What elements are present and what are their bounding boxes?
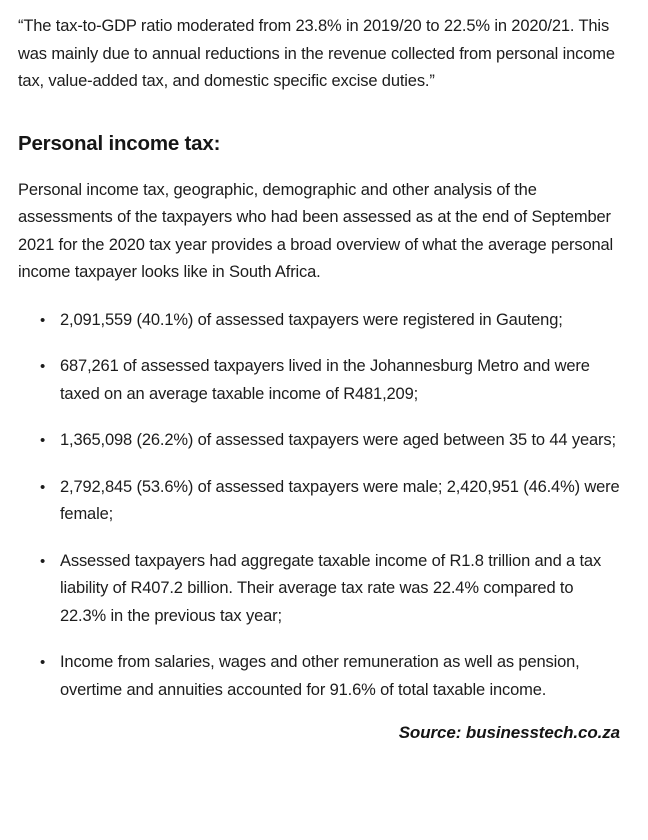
- list-item: • Income from salaries, wages and other …: [40, 649, 620, 704]
- list-item: • Assessed taxpayers had aggregate taxab…: [40, 548, 620, 631]
- bullet-text: Income from salaries, wages and other re…: [60, 653, 580, 699]
- list-item: • 687,261 of assessed taxpayers lived in…: [40, 353, 620, 408]
- bullet-icon: •: [40, 654, 46, 671]
- source-attribution: Source: businesstech.co.za: [398, 723, 620, 742]
- bullet-text: 2,792,845 (53.6%) of assessed taxpayers …: [60, 477, 620, 524]
- bullet-list: • 2,091,559 (40.1%) of assessed taxpayer…: [18, 307, 620, 705]
- section-heading: Personal income tax:: [18, 131, 221, 155]
- quote-paragraph: “The tax-to-GDP ratio moderated from 23.…: [18, 17, 615, 90]
- bullet-icon: •: [40, 552, 46, 570]
- intro-paragraph: Personal income tax, geographic, demogra…: [18, 180, 614, 282]
- list-item: • 2,792,845 (53.6%) of assessed taxpayer…: [40, 474, 620, 529]
- bullet-icon: •: [40, 358, 46, 375]
- list-item: • 2,091,559 (40.1%) of assessed taxpayer…: [40, 307, 620, 335]
- list-item: • 1,365,098 (26.2%) of assessed taxpayer…: [40, 427, 620, 455]
- bullet-icon: •: [40, 432, 46, 449]
- bullet-text: 2,091,559 (40.1%) of assessed taxpayers …: [60, 310, 563, 329]
- bullet-icon: •: [40, 311, 46, 329]
- bullet-text: 1,365,098 (26.2%) of assessed taxpayers …: [60, 431, 616, 449]
- bullet-text: 687,261 of assessed taxpayers lived in t…: [60, 357, 590, 403]
- bullet-text: Assessed taxpayers had aggregate taxable…: [60, 551, 602, 625]
- bullet-icon: •: [40, 478, 46, 496]
